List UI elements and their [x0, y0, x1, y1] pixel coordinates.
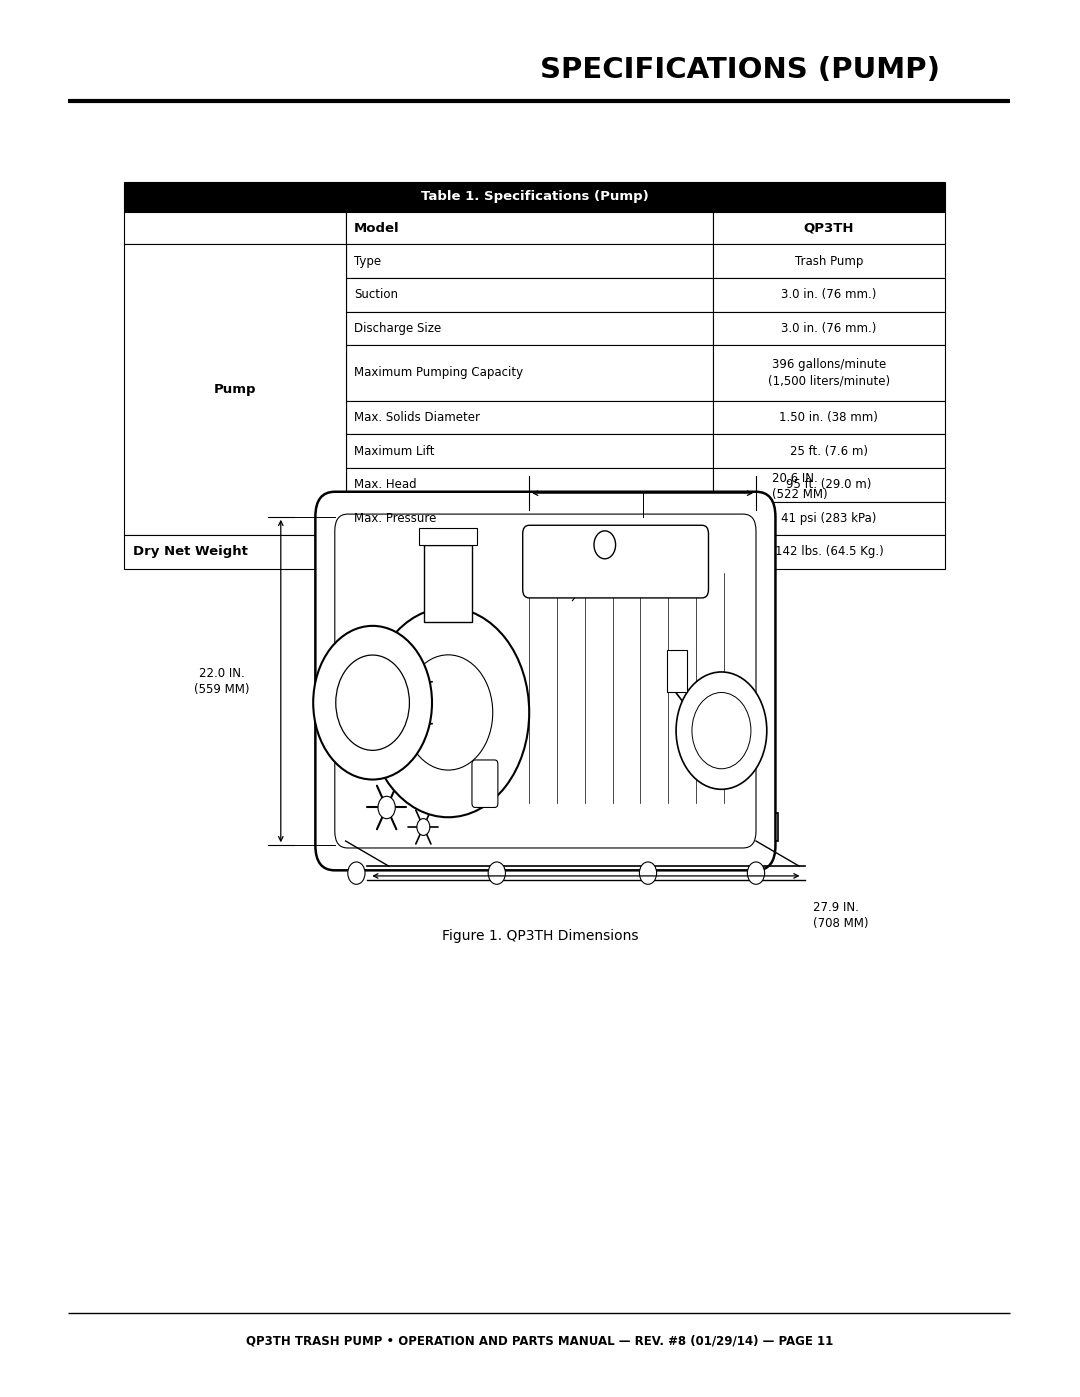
Text: 27.9 IN.
(708 MM): 27.9 IN. (708 MM) — [813, 901, 868, 930]
Bar — [346, 345, 713, 401]
Text: Max. Head: Max. Head — [354, 478, 417, 492]
Circle shape — [313, 626, 432, 780]
Text: Maximum Lift: Maximum Lift — [354, 444, 435, 458]
Bar — [424, 545, 472, 622]
Bar — [713, 401, 945, 434]
Text: 1.50 in. (38 mm): 1.50 in. (38 mm) — [780, 411, 878, 425]
Text: SPECIFICATIONS (PUMP): SPECIFICATIONS (PUMP) — [540, 56, 940, 84]
Circle shape — [747, 862, 765, 884]
Bar — [419, 528, 477, 545]
Text: Pump: Pump — [214, 383, 256, 397]
Bar — [124, 212, 346, 244]
Circle shape — [336, 655, 409, 750]
Text: Discharge Size: Discharge Size — [354, 321, 442, 335]
Bar — [346, 212, 713, 244]
Circle shape — [488, 862, 505, 884]
Bar — [513, 559, 740, 817]
Text: QP3TH TRASH PUMP • OPERATION AND PARTS MANUAL — REV. #8 (01/29/14) — PAGE 11: QP3TH TRASH PUMP • OPERATION AND PARTS M… — [246, 1334, 834, 1348]
Bar — [713, 244, 945, 278]
Bar — [124, 244, 346, 535]
Circle shape — [348, 862, 365, 884]
Bar — [713, 312, 945, 345]
Text: Model: Model — [354, 222, 400, 235]
Bar — [713, 345, 945, 401]
Bar — [124, 182, 945, 212]
Bar — [346, 244, 713, 278]
Circle shape — [417, 819, 430, 835]
Text: 25 ft. (7.6 m): 25 ft. (7.6 m) — [789, 444, 868, 458]
Circle shape — [692, 693, 751, 768]
Bar — [124, 535, 713, 569]
Text: 3.0 in. (76 mm.): 3.0 in. (76 mm.) — [781, 288, 877, 302]
Bar — [713, 535, 945, 569]
FancyBboxPatch shape — [472, 760, 498, 807]
Bar — [713, 502, 945, 535]
Circle shape — [378, 796, 395, 819]
Bar — [346, 278, 713, 312]
Bar — [346, 468, 713, 502]
Bar — [324, 813, 778, 841]
Text: Maximum Pumping Capacity: Maximum Pumping Capacity — [354, 366, 524, 380]
Text: 20.6 IN.
(522 MM): 20.6 IN. (522 MM) — [772, 472, 828, 500]
Text: 142 lbs. (64.5 Kg.): 142 lbs. (64.5 Kg.) — [774, 545, 883, 559]
Text: 396 gallons/minute
(1,500 liters/minute): 396 gallons/minute (1,500 liters/minute) — [768, 358, 890, 388]
FancyBboxPatch shape — [523, 525, 708, 598]
Bar — [713, 434, 945, 468]
Text: 22.0 IN.
(559 MM): 22.0 IN. (559 MM) — [193, 666, 249, 696]
FancyBboxPatch shape — [315, 492, 775, 870]
Circle shape — [676, 672, 767, 789]
Text: Suction: Suction — [354, 288, 399, 302]
FancyBboxPatch shape — [335, 514, 756, 848]
Text: Dry Net Weight: Dry Net Weight — [133, 545, 247, 559]
Bar — [346, 502, 713, 535]
Text: Trash Pump: Trash Pump — [795, 254, 863, 268]
Text: Table 1. Specifications (Pump): Table 1. Specifications (Pump) — [421, 190, 648, 204]
Bar — [346, 401, 713, 434]
Text: Max. Pressure: Max. Pressure — [354, 511, 436, 525]
Circle shape — [594, 531, 616, 559]
Text: 41 psi (283 kPa): 41 psi (283 kPa) — [781, 511, 877, 525]
Text: Type: Type — [354, 254, 381, 268]
Bar — [713, 278, 945, 312]
Circle shape — [639, 862, 657, 884]
Text: 3.0 in. (76 mm.): 3.0 in. (76 mm.) — [781, 321, 877, 335]
Bar — [713, 468, 945, 502]
Circle shape — [404, 655, 492, 770]
Bar — [713, 212, 945, 244]
Text: 95 ft. (29.0 m): 95 ft. (29.0 m) — [786, 478, 872, 492]
Circle shape — [367, 608, 529, 817]
Bar — [667, 650, 687, 692]
Text: QP3TH: QP3TH — [804, 222, 854, 235]
Bar — [346, 312, 713, 345]
Bar — [346, 434, 713, 468]
Text: Max. Solids Diameter: Max. Solids Diameter — [354, 411, 481, 425]
Text: Figure 1. QP3TH Dimensions: Figure 1. QP3TH Dimensions — [442, 929, 638, 943]
